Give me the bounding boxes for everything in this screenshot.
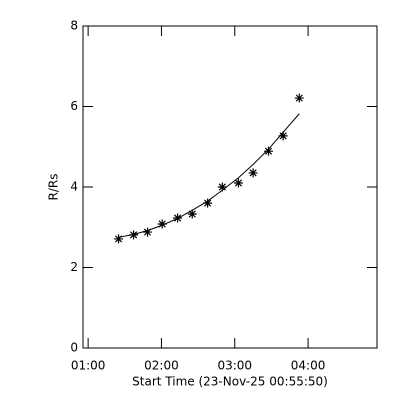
data-point xyxy=(233,178,243,188)
data-point xyxy=(114,234,124,244)
data-point xyxy=(143,227,153,237)
plot-frame xyxy=(82,25,378,349)
data-point xyxy=(278,131,288,141)
fit-line xyxy=(118,113,300,238)
x-tick-label: 04:00 xyxy=(291,359,326,373)
y-tick-label: 4 xyxy=(70,180,78,194)
data-point xyxy=(217,182,227,192)
data-point xyxy=(203,198,213,208)
y-tick-label: 8 xyxy=(70,19,78,33)
y-axis-label: R/Rs xyxy=(47,174,61,201)
data-point xyxy=(294,93,304,103)
y-tick-label: 2 xyxy=(70,260,78,274)
x-tick-label: 01:00 xyxy=(71,359,106,373)
data-point xyxy=(248,168,258,178)
x-axis-label: Start Time (23-Nov-25 00:55:50) xyxy=(132,375,328,389)
y-tick-label: 6 xyxy=(70,99,78,113)
x-tick-label: 03:00 xyxy=(217,359,252,373)
y-tick-label: 0 xyxy=(70,341,78,355)
data-point xyxy=(157,219,167,229)
data-point xyxy=(187,209,197,219)
data-point xyxy=(263,146,273,156)
x-tick-label: 02:00 xyxy=(144,359,179,373)
